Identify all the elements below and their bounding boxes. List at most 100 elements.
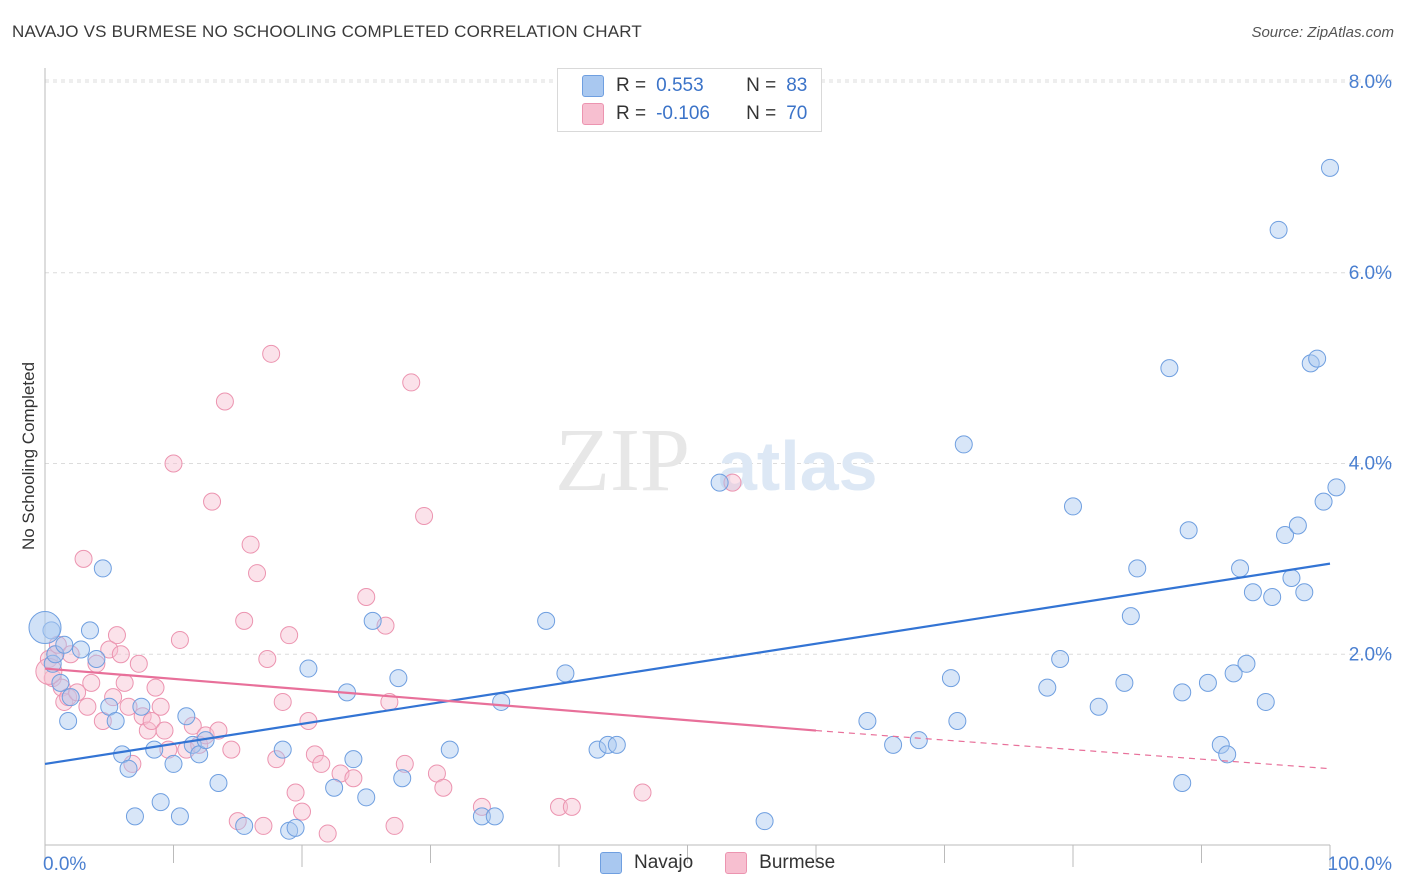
burmese-point bbox=[215, 392, 234, 411]
navajo-point bbox=[1276, 526, 1295, 545]
legend-row-burmese: R = -0.106 N = 70 bbox=[582, 101, 807, 127]
navajo-point bbox=[93, 559, 112, 578]
navajo-point bbox=[1224, 664, 1243, 683]
navajo-point bbox=[1089, 697, 1108, 716]
burmese-point bbox=[305, 745, 324, 764]
burmese-point bbox=[318, 824, 337, 843]
navajo-point bbox=[1327, 478, 1346, 497]
burmese-point bbox=[402, 373, 421, 392]
navajo-point bbox=[1288, 516, 1307, 535]
navajo-point bbox=[59, 712, 78, 731]
legend-item-navajo[interactable]: Navajo bbox=[600, 852, 693, 874]
navajo-point bbox=[344, 750, 363, 769]
burmese-point bbox=[104, 688, 123, 707]
burmese-point bbox=[203, 492, 222, 511]
source-credit: Source: ZipAtlas.com bbox=[1251, 24, 1394, 41]
chart-title: NAVAJO VS BURMESE NO SCHOOLING COMPLETED… bbox=[12, 22, 642, 41]
burmese-point bbox=[258, 650, 277, 669]
navajo-point bbox=[151, 793, 170, 812]
burmese-point bbox=[74, 549, 93, 568]
burmese-point bbox=[146, 678, 165, 697]
navajo-point bbox=[1321, 158, 1339, 177]
navajo-point bbox=[1301, 354, 1320, 373]
navajo-point bbox=[119, 759, 138, 778]
burmese-point bbox=[312, 754, 331, 773]
navajo-point bbox=[755, 812, 774, 831]
navajo-point bbox=[1173, 683, 1192, 702]
navajo-point bbox=[273, 740, 292, 759]
navajo-trend-line bbox=[44, 562, 1331, 766]
navajo-point bbox=[170, 807, 189, 826]
navajo-point bbox=[1282, 568, 1301, 587]
watermark-zip: ZIP bbox=[555, 411, 690, 510]
burmese-point bbox=[133, 707, 152, 726]
burmese-trend-line bbox=[44, 667, 817, 732]
navajo-n-label: N = bbox=[746, 75, 777, 96]
navajo-point bbox=[1064, 497, 1082, 516]
burmese-point bbox=[119, 697, 138, 716]
burmese-point bbox=[280, 626, 299, 645]
navajo-point bbox=[1314, 492, 1333, 511]
navajo-point bbox=[607, 735, 626, 754]
y-tick-label: 8.0% bbox=[1349, 72, 1392, 93]
y-axis-label: No Schooling Completed bbox=[19, 362, 38, 550]
navajo-point bbox=[132, 697, 151, 716]
burmese-point bbox=[357, 588, 376, 607]
trend-lines bbox=[44, 562, 1331, 770]
navajo-point bbox=[1038, 678, 1057, 697]
navajo-point bbox=[1115, 673, 1134, 692]
navajo-point bbox=[440, 740, 459, 759]
navajo-point bbox=[71, 640, 90, 659]
burmese-point bbox=[293, 802, 311, 821]
burmese-point bbox=[472, 797, 491, 816]
navajo-point bbox=[393, 769, 412, 788]
burmese-point bbox=[633, 783, 652, 802]
navajo-point bbox=[106, 712, 125, 731]
burmese-point bbox=[115, 673, 134, 692]
grid-layer bbox=[45, 79, 1392, 655]
burmese-point bbox=[111, 645, 130, 664]
navajo-point bbox=[1308, 349, 1327, 368]
navajo-legend-swatch bbox=[600, 852, 622, 874]
navajo-point bbox=[909, 731, 928, 750]
burmese-r-value: -0.106 bbox=[656, 103, 710, 124]
navajo-point bbox=[954, 435, 973, 454]
navajo-point bbox=[1198, 673, 1217, 692]
navajo-point bbox=[357, 788, 376, 807]
burmese-trend-line-extension bbox=[815, 729, 1331, 770]
navajo-point bbox=[1243, 583, 1262, 602]
burmese-point bbox=[235, 611, 254, 630]
burmese-point bbox=[142, 712, 161, 731]
navajo-point bbox=[177, 707, 196, 726]
burmese-point bbox=[100, 640, 119, 659]
burmese-point bbox=[248, 564, 267, 583]
navajo-point bbox=[1231, 559, 1250, 578]
burmese-point bbox=[267, 750, 286, 769]
navajo-legend-label: Navajo bbox=[634, 852, 694, 873]
navajo-point bbox=[1256, 692, 1275, 711]
legend-item-burmese[interactable]: Burmese bbox=[725, 852, 835, 874]
navajo-point bbox=[235, 816, 254, 835]
burmese-point bbox=[155, 721, 174, 740]
navajo-n-value: 83 bbox=[786, 75, 808, 96]
burmese-point bbox=[209, 721, 228, 740]
burmese-point bbox=[262, 344, 281, 363]
y-tick-label: 6.0% bbox=[1349, 263, 1392, 284]
burmese-point bbox=[395, 754, 414, 773]
navajo-point bbox=[1179, 521, 1198, 540]
burmese-r-label: R = bbox=[616, 103, 647, 124]
burmese-point bbox=[723, 473, 742, 492]
navajo-point bbox=[472, 807, 491, 826]
navajo-swatch bbox=[582, 75, 604, 97]
navajo-point bbox=[164, 754, 183, 773]
burmese-point bbox=[170, 630, 189, 649]
navajo-r-value: 0.553 bbox=[656, 75, 704, 96]
burmese-point bbox=[78, 697, 97, 716]
burmese-point bbox=[434, 778, 453, 797]
burmese-point bbox=[222, 740, 241, 759]
burmese-point bbox=[151, 697, 170, 716]
burmese-point bbox=[82, 673, 101, 692]
navajo-r-label: R = bbox=[616, 75, 647, 96]
burmese-point bbox=[273, 692, 292, 711]
